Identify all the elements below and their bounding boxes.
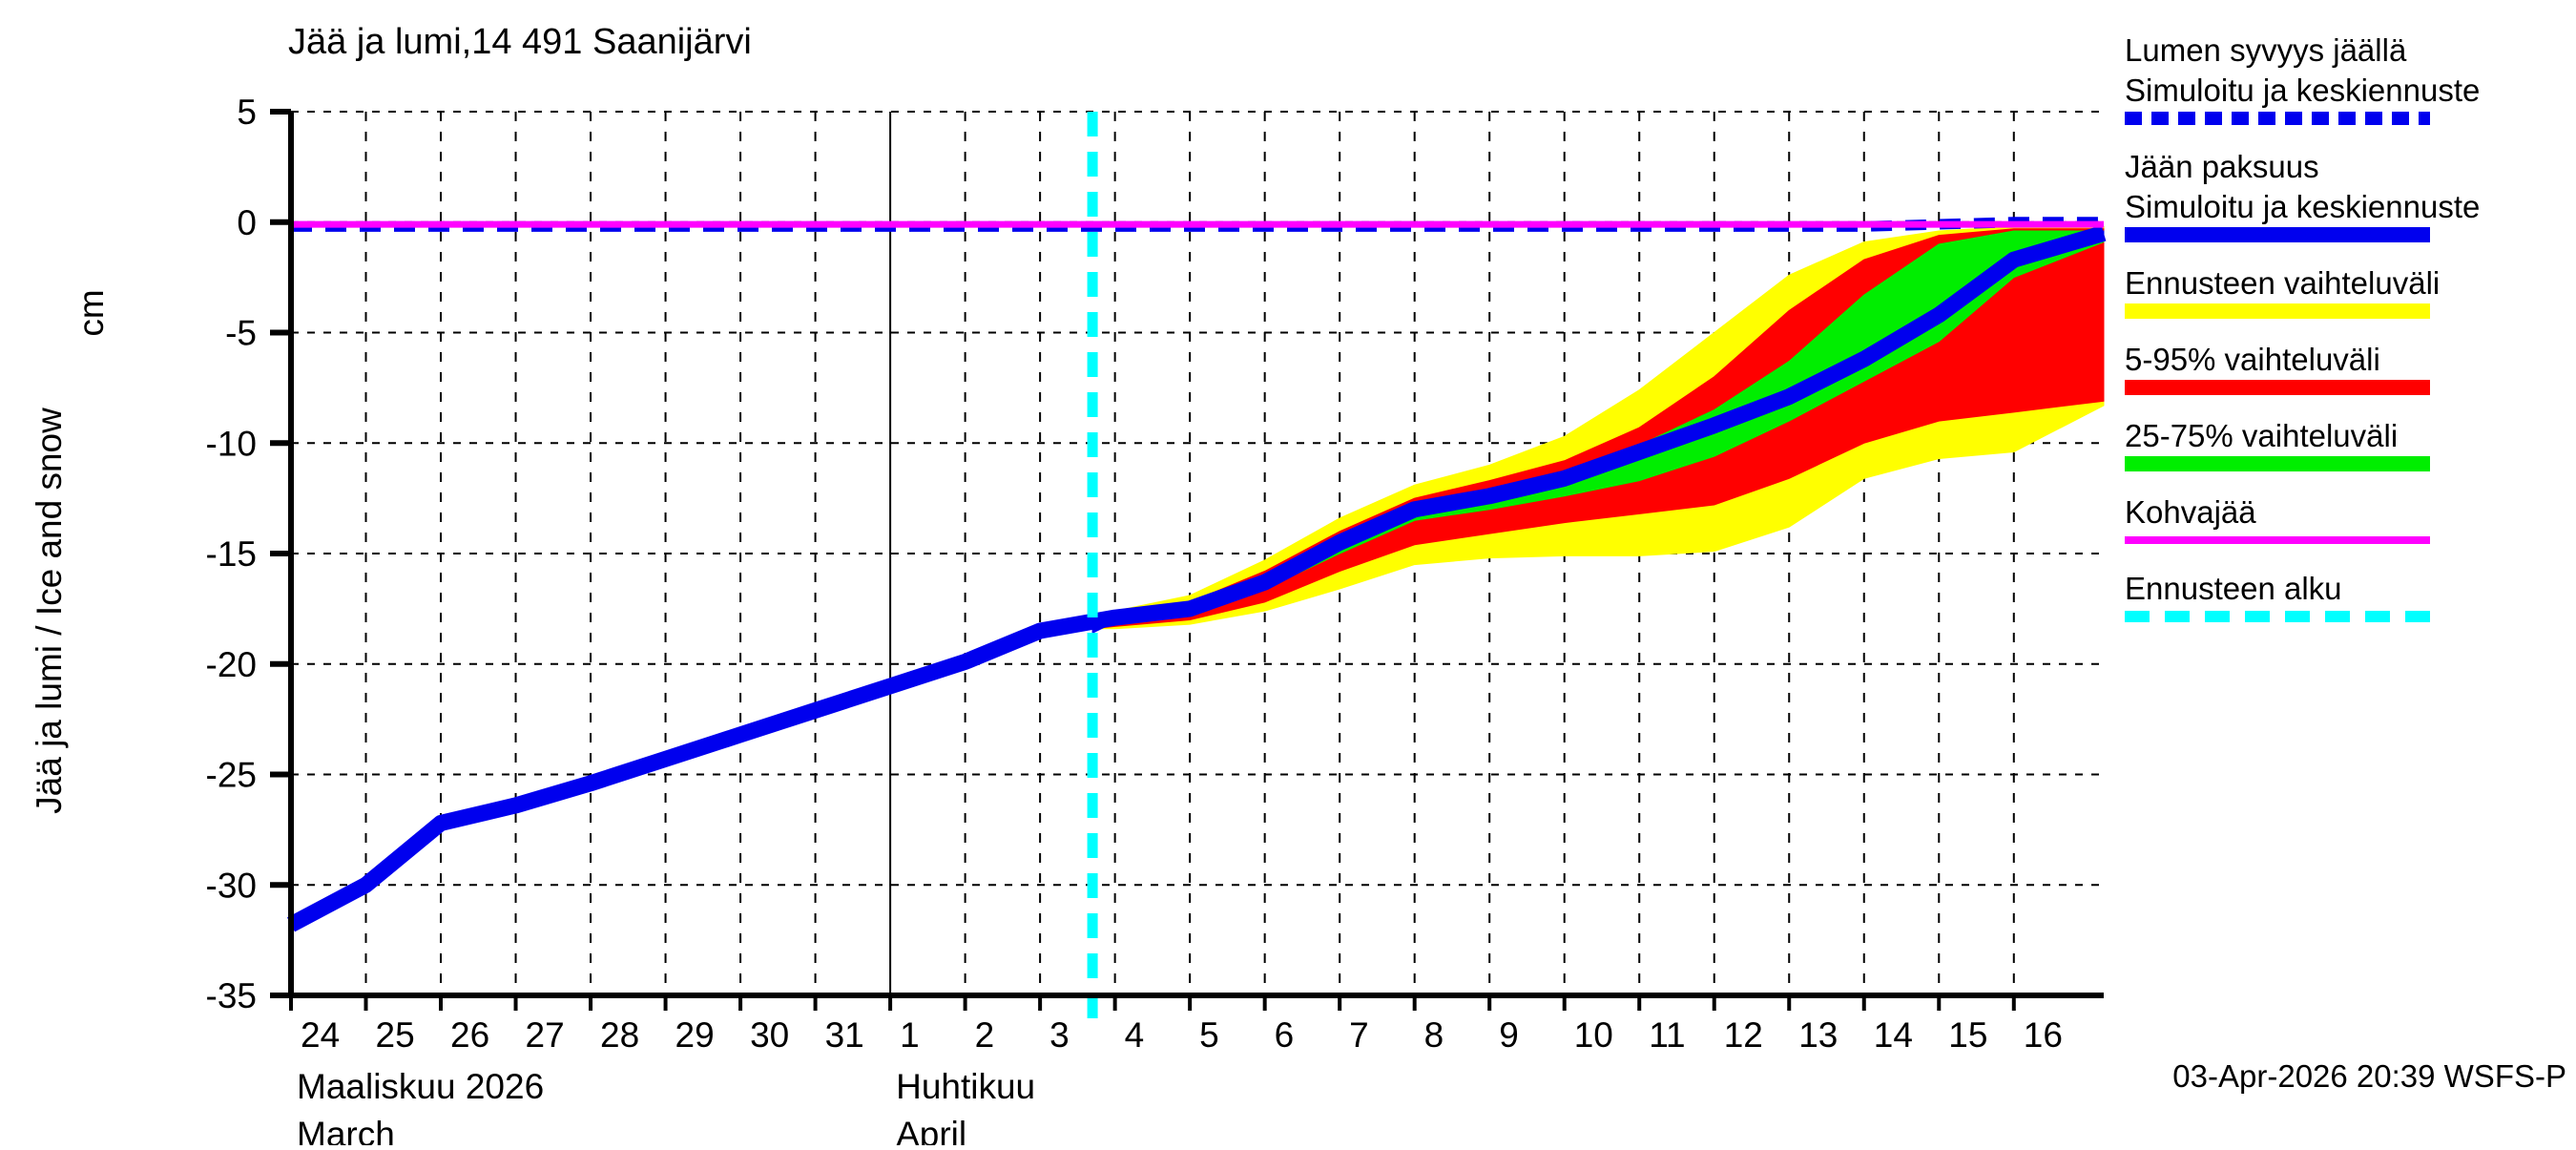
- y-tick-label: -35: [206, 976, 257, 1015]
- x-tick-label: 2: [975, 1015, 995, 1055]
- x-tick-label: 29: [675, 1015, 715, 1055]
- data-series-lines: [287, 217, 2107, 932]
- legend-entry-label: Ennusteen vaihteluväli: [2125, 265, 2440, 301]
- x-tick-label: 27: [526, 1015, 565, 1055]
- y-tick-label: 0: [237, 203, 257, 242]
- legend-entry-label: Simuloitu ja keskiennuste: [2125, 73, 2480, 108]
- x-tick-label: 30: [750, 1015, 789, 1055]
- x-tick-label: 9: [1499, 1015, 1519, 1055]
- chart-legend: Lumen syvyys jäällä Simuloitu ja keskienn…: [2125, 32, 2480, 622]
- y-tick-label: -5: [225, 314, 257, 353]
- y-tick-label: 5: [237, 93, 257, 132]
- x-tick-label: 11: [1649, 1015, 1685, 1055]
- legend-entry-label: Simuloitu ja keskiennuste: [2125, 189, 2480, 224]
- legend-entry-label: Kohvajää: [2125, 494, 2256, 530]
- series-line: [287, 225, 2107, 932]
- x-tick-label: 28: [600, 1015, 639, 1055]
- legend-entry-label: Ennusteen alku: [2125, 571, 2342, 606]
- y-axis-unit-label: cm: [72, 289, 111, 336]
- y-tick-label: -15: [206, 534, 257, 574]
- month-label-fi: Maaliskuu 2026: [297, 1067, 544, 1106]
- x-axis-month-labels: Maaliskuu 2026 March Huhtikuu April: [297, 1067, 1035, 1150]
- y-tick-label: -10: [206, 424, 257, 463]
- page-title: Jää ja lumi,14 491 Saanijärvi: [288, 22, 752, 62]
- x-tick-label: 25: [376, 1015, 415, 1055]
- x-tick-label: 31: [825, 1015, 864, 1055]
- x-tick-label: 24: [301, 1015, 340, 1055]
- x-tick-label: 13: [1798, 1015, 1838, 1055]
- x-tick-label: 10: [1574, 1015, 1613, 1055]
- month-label-fi: Huhtikuu: [896, 1067, 1035, 1106]
- x-tick-label: 7: [1349, 1015, 1369, 1055]
- month-label-en: April: [896, 1115, 966, 1145]
- x-tick-label: 5: [1199, 1015, 1219, 1055]
- legend-entry-title: Jään paksuus: [2125, 149, 2319, 184]
- x-axis-ticks: 24 25 26 27 28 29 30 31 1 2 3 4 5 6 7 8 9 10 11 12 13 14 15 16: [289, 995, 2063, 1055]
- x-tick-label: 15: [1948, 1015, 1987, 1055]
- legend-entry-label: 25-75% vaihteluväli: [2125, 418, 2398, 453]
- x-tick-label: 12: [1724, 1015, 1763, 1055]
- y-tick-label: -25: [206, 756, 257, 795]
- y-tick-label: -30: [206, 866, 257, 905]
- x-tick-label: 6: [1275, 1015, 1295, 1055]
- x-tick-label: 8: [1424, 1015, 1444, 1055]
- month-label-en: March: [297, 1115, 395, 1145]
- x-tick-label: 3: [1049, 1015, 1070, 1055]
- x-tick-label: 26: [450, 1015, 489, 1055]
- y-tick-label: -20: [206, 645, 257, 684]
- x-tick-label: 16: [2024, 1015, 2063, 1055]
- x-tick-label: 4: [1125, 1015, 1145, 1055]
- legend-entry-label: 5-95% vaihteluväli: [2125, 342, 2380, 377]
- x-tick-label: 1: [900, 1015, 920, 1055]
- y-axis-label: Jää ja lumi / Ice and snow: [30, 408, 69, 814]
- y-axis-ticks: 5 0 -5 -10 -15 -20 -25 -30 -35: [206, 93, 291, 1015]
- x-tick-label: 14: [1874, 1015, 1913, 1055]
- legend-entry-title: Lumen syvyys jäällä: [2125, 32, 2407, 68]
- footer-timestamp: 03-Apr-2026 20:39 WSFS-P: [2172, 1058, 2566, 1094]
